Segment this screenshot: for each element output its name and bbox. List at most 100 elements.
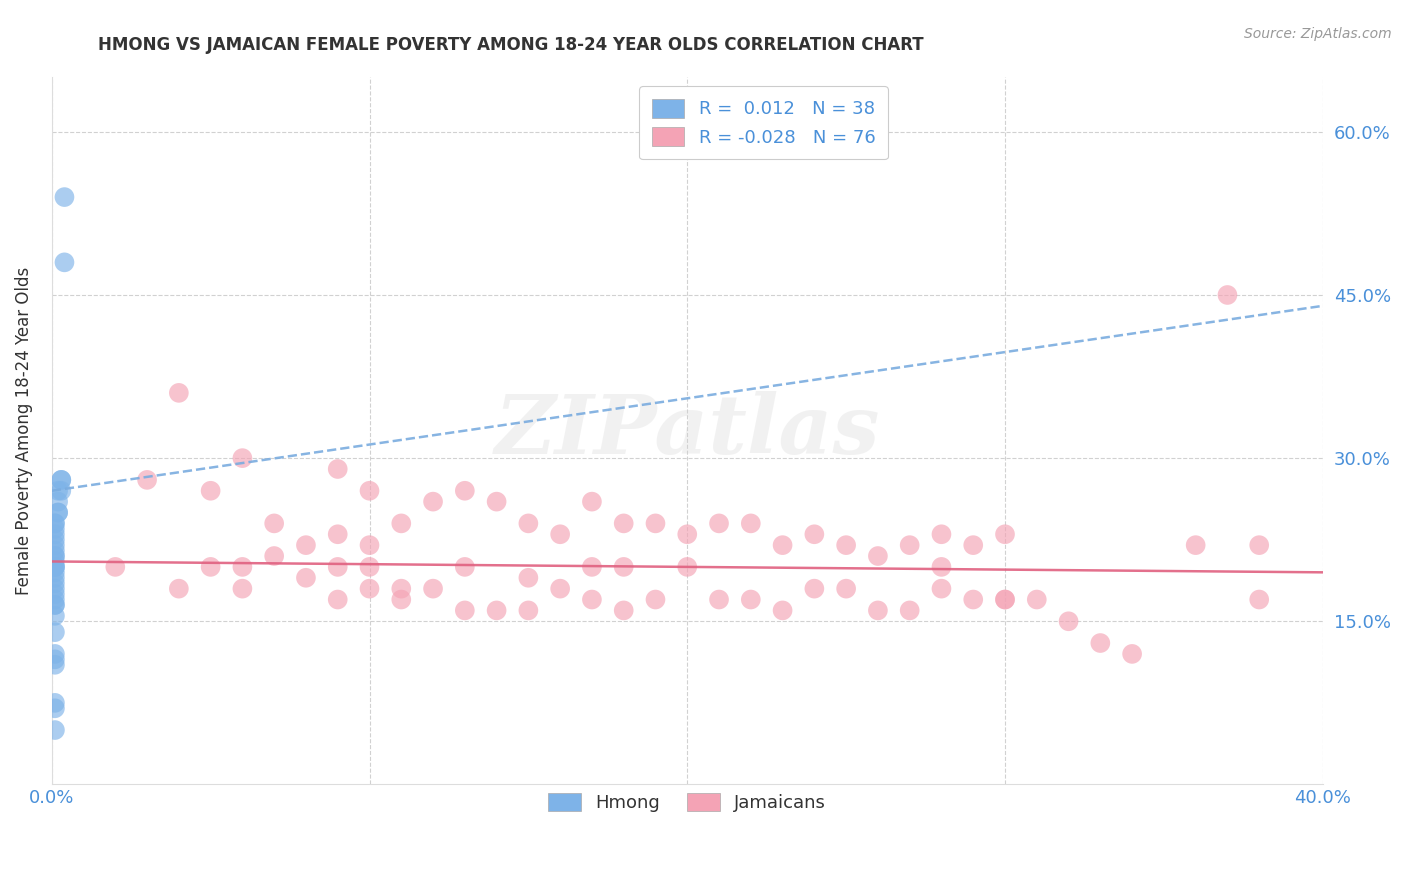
Point — [44, 608, 66, 623]
Point — [53, 255, 76, 269]
Point — [44, 549, 66, 563]
Legend: Hmong, Jamaicans: Hmong, Jamaicans — [536, 780, 839, 825]
Point — [44, 598, 66, 612]
Point — [613, 516, 636, 531]
Point — [44, 701, 66, 715]
Point — [51, 483, 73, 498]
Point — [581, 592, 603, 607]
Point — [44, 576, 66, 591]
Point — [548, 527, 571, 541]
Point — [1249, 538, 1271, 552]
Point — [51, 473, 73, 487]
Point — [359, 538, 381, 552]
Point — [46, 494, 69, 508]
Point — [263, 516, 285, 531]
Point — [1090, 636, 1112, 650]
Point — [44, 516, 66, 531]
Point — [167, 385, 190, 400]
Point — [994, 592, 1017, 607]
Point — [931, 527, 953, 541]
Point — [44, 587, 66, 601]
Point — [962, 592, 984, 607]
Text: Source: ZipAtlas.com: Source: ZipAtlas.com — [1244, 27, 1392, 41]
Point — [44, 592, 66, 607]
Point — [1025, 592, 1047, 607]
Point — [104, 560, 127, 574]
Point — [389, 592, 412, 607]
Point — [803, 582, 825, 596]
Point — [231, 582, 253, 596]
Point — [44, 598, 66, 612]
Point — [326, 462, 349, 476]
Point — [53, 190, 76, 204]
Point — [44, 533, 66, 547]
Point — [326, 527, 349, 541]
Point — [326, 592, 349, 607]
Point — [898, 538, 921, 552]
Point — [772, 603, 794, 617]
Point — [389, 516, 412, 531]
Point — [898, 603, 921, 617]
Point — [994, 592, 1017, 607]
Point — [44, 625, 66, 640]
Point — [44, 549, 66, 563]
Text: ZIPatlas: ZIPatlas — [495, 391, 880, 471]
Point — [44, 647, 66, 661]
Point — [772, 538, 794, 552]
Point — [517, 516, 540, 531]
Point — [803, 527, 825, 541]
Point — [44, 522, 66, 536]
Point — [46, 506, 69, 520]
Point — [644, 592, 666, 607]
Point — [51, 473, 73, 487]
Point — [46, 506, 69, 520]
Point — [835, 582, 858, 596]
Point — [613, 560, 636, 574]
Point — [136, 473, 159, 487]
Point — [517, 603, 540, 617]
Point — [231, 451, 253, 466]
Point — [44, 571, 66, 585]
Point — [44, 566, 66, 580]
Point — [359, 582, 381, 596]
Point — [1121, 647, 1143, 661]
Point — [295, 538, 318, 552]
Point — [866, 549, 889, 563]
Point — [707, 516, 730, 531]
Point — [676, 527, 699, 541]
Point — [326, 560, 349, 574]
Point — [231, 560, 253, 574]
Point — [740, 516, 762, 531]
Point — [44, 560, 66, 574]
Point — [454, 603, 477, 617]
Point — [931, 582, 953, 596]
Point — [581, 560, 603, 574]
Point — [44, 657, 66, 672]
Point — [44, 516, 66, 531]
Point — [44, 696, 66, 710]
Point — [167, 582, 190, 596]
Point — [835, 538, 858, 552]
Point — [931, 560, 953, 574]
Point — [1057, 614, 1080, 628]
Point — [44, 652, 66, 666]
Point — [1249, 592, 1271, 607]
Point — [44, 723, 66, 737]
Point — [517, 571, 540, 585]
Point — [1216, 288, 1239, 302]
Point — [422, 494, 444, 508]
Point — [44, 560, 66, 574]
Point — [295, 571, 318, 585]
Point — [676, 560, 699, 574]
Point — [707, 592, 730, 607]
Point — [485, 603, 508, 617]
Point — [359, 483, 381, 498]
Point — [200, 560, 222, 574]
Point — [548, 582, 571, 596]
Point — [359, 560, 381, 574]
Point — [44, 527, 66, 541]
Point — [46, 483, 69, 498]
Point — [994, 527, 1017, 541]
Point — [866, 603, 889, 617]
Point — [200, 483, 222, 498]
